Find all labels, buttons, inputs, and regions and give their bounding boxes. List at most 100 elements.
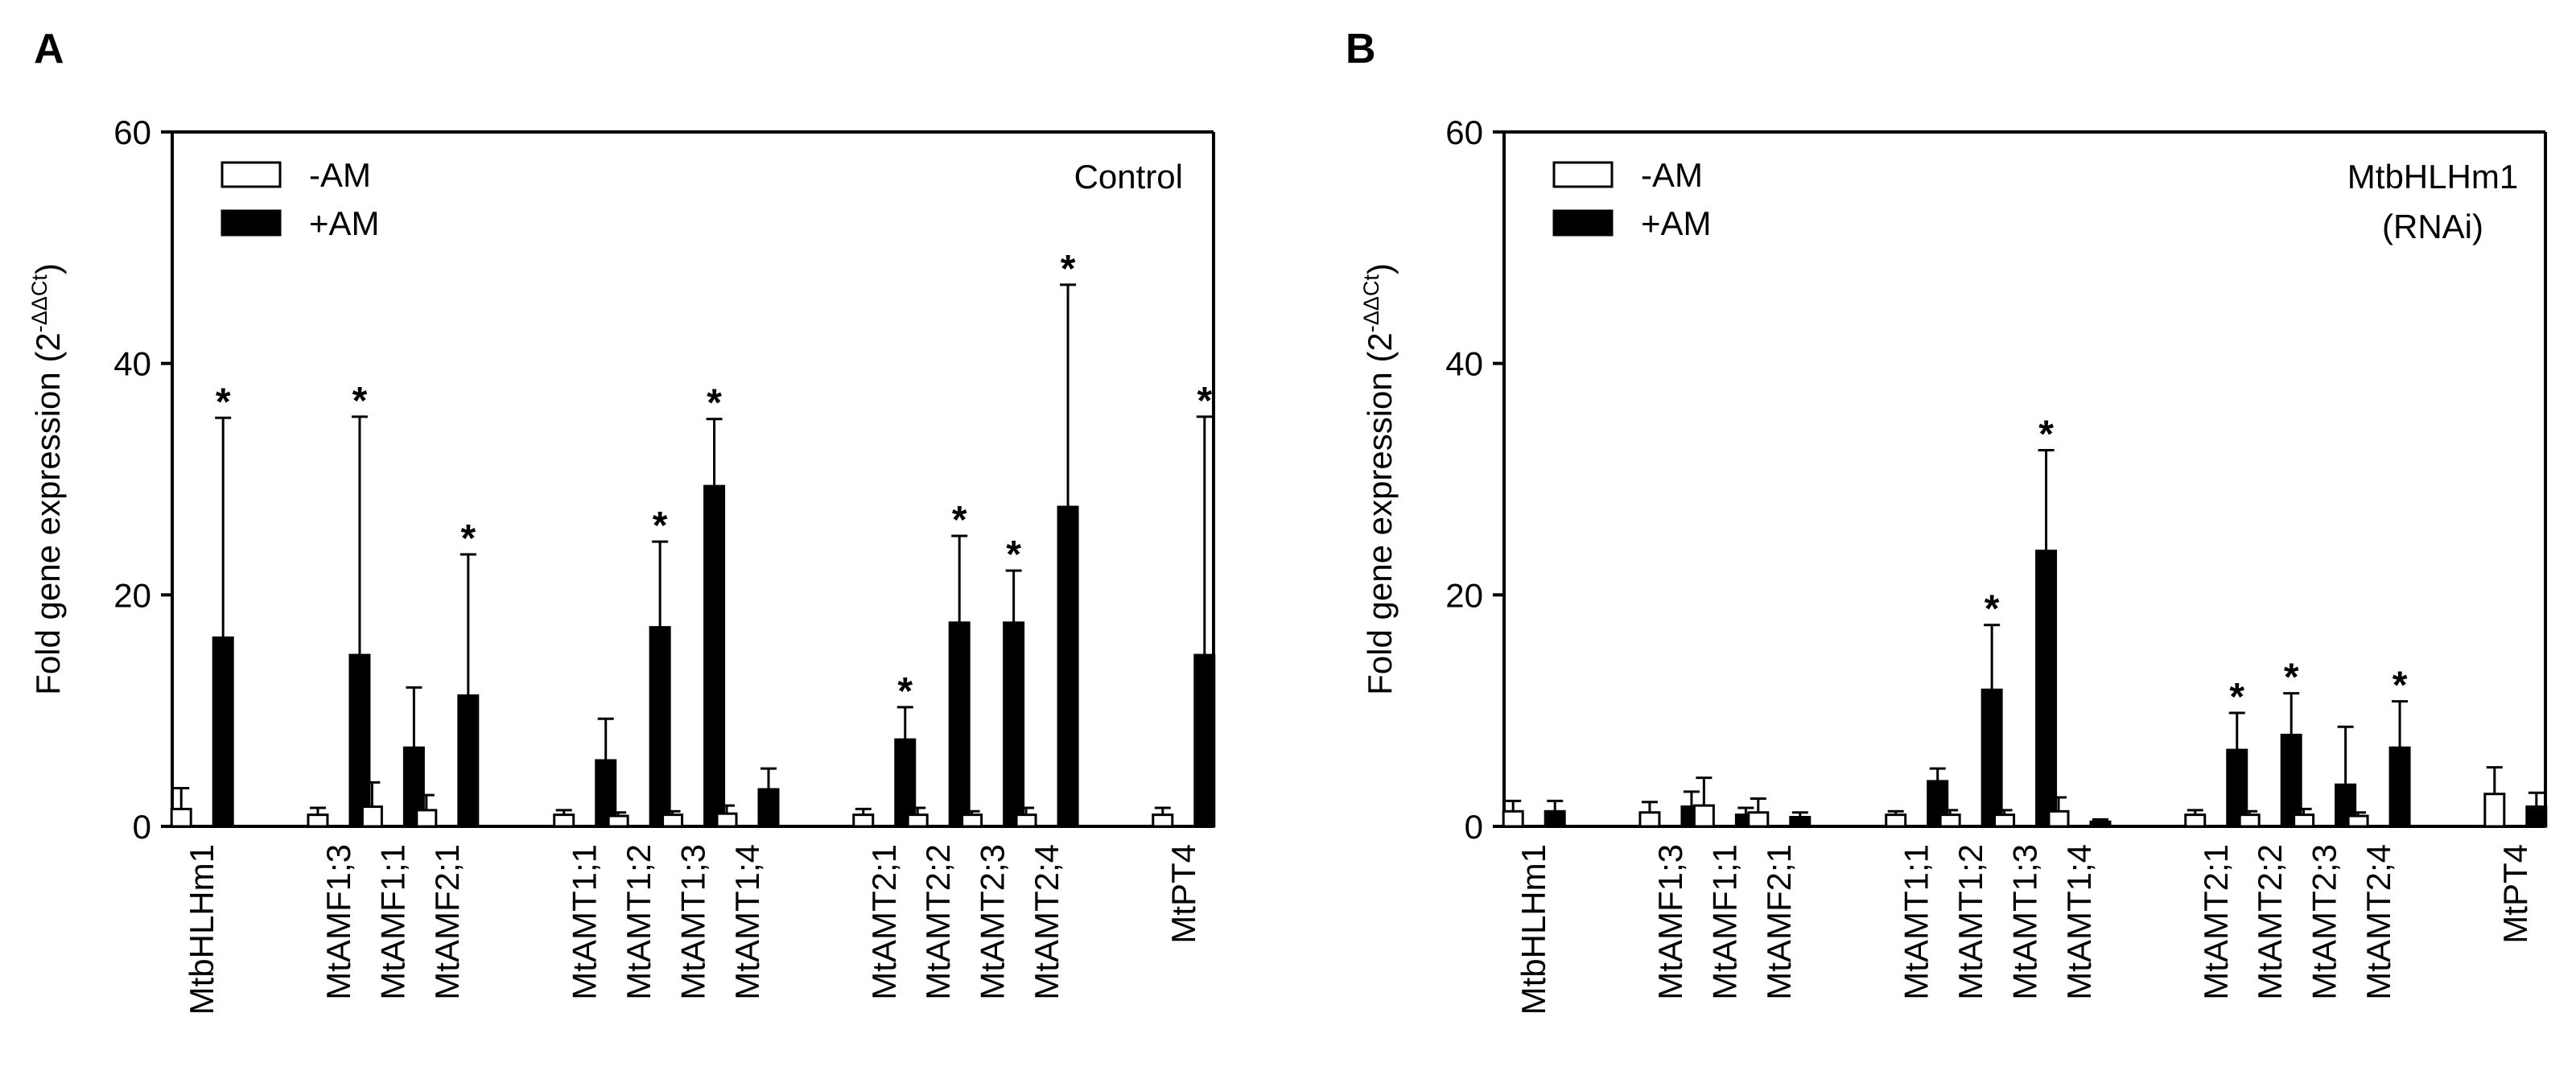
bar-plus-am (1193, 653, 1216, 828)
bar-minus-am (2184, 813, 2207, 828)
significance-star: * (216, 381, 231, 423)
bar-plus-am (348, 653, 371, 828)
x-tick-label: MtAMT1;2 (620, 844, 657, 1000)
chart-panel-A: A 0 20 40 60 Fold gene expression (2-ΔΔCt) -AM… (27, 26, 1216, 1015)
bar-minus-am (715, 812, 738, 828)
legend-swatch-minus-am (1552, 161, 1614, 188)
panel-annotation: MtbHLHm1 (2347, 158, 2518, 196)
significance-star: * (460, 517, 476, 560)
x-tick-label: MtAMT1;4 (728, 844, 766, 1000)
significance-star: * (952, 499, 967, 542)
bar-minus-am (2238, 813, 2261, 828)
bar-plus-am (2089, 820, 2112, 828)
x-tick-label: MtbHLHm1 (183, 844, 221, 1015)
y-axis-label: Fold gene expression (2-ΔΔCt) (1359, 263, 1399, 695)
significance-star: * (352, 380, 368, 422)
significance-star: * (1006, 533, 1021, 576)
bar-plus-am (457, 694, 480, 828)
significance-star: * (2393, 665, 2408, 707)
x-tick-label: MtAMT2;1 (865, 844, 903, 1000)
bar-minus-am (1015, 813, 1037, 828)
bar-plus-am (1980, 688, 2003, 828)
y-tick-label: 60 (1445, 113, 1483, 151)
bar-minus-am (2047, 809, 2070, 828)
x-tick-label: MtAMT2;3 (2306, 844, 2343, 1000)
bar-plus-am (703, 484, 726, 828)
x-tick-label: MtAMT1;1 (566, 844, 604, 1000)
panel-annotation: (RNAi) (2382, 208, 2483, 245)
bar-minus-am (415, 809, 438, 828)
y-tick-label: 40 (113, 345, 151, 383)
bar-plus-am (2035, 550, 2058, 828)
panel-annotation: Control (1074, 158, 1183, 196)
bar-plus-am (2388, 746, 2411, 828)
y-tick-label: 20 (1445, 576, 1483, 614)
bar-plus-am (1544, 809, 1566, 828)
bar-minus-am (607, 814, 629, 828)
x-tick-label: MtAMF1;1 (373, 844, 411, 1000)
x-tick-label: MtbHLHm1 (1515, 844, 1552, 1015)
bar-plus-am (757, 788, 780, 828)
bar-plus-am (649, 626, 671, 828)
x-tick-label: MtAMF1;1 (1705, 844, 1743, 1000)
legend-label: -AM (1641, 156, 1703, 194)
panel-letter: B (1346, 26, 1376, 72)
bar-minus-am (1993, 813, 2016, 828)
bar-minus-am (2483, 793, 2506, 828)
bar-minus-am (1692, 804, 1715, 828)
x-tick-label: MtAMF1;3 (319, 844, 357, 1000)
significance-star: * (1985, 588, 2000, 631)
significance-star: * (1197, 380, 1212, 422)
bar-minus-am (1747, 811, 1770, 828)
x-tick-label: MtAMT2;2 (2251, 844, 2289, 1000)
bar-plus-am (212, 636, 234, 828)
significance-star: * (653, 505, 668, 547)
significance-star: * (897, 670, 913, 713)
significance-star: * (707, 382, 722, 425)
bar-minus-am (1502, 809, 1524, 828)
legend-swatch-plus-am (1552, 209, 1614, 237)
bar-minus-am (1638, 811, 1661, 828)
x-tick-label: MtAMT1;2 (1952, 844, 1989, 1000)
y-tick-label: 20 (113, 576, 151, 614)
y-tick-label: 0 (1465, 808, 1483, 846)
bar-plus-am (1789, 815, 1811, 828)
legend-label: -AM (309, 156, 371, 194)
bar-plus-am (1057, 505, 1079, 828)
y-axis-label: Fold gene expression (2-ΔΔCt) (27, 263, 67, 695)
bar-plus-am (2280, 733, 2302, 828)
x-tick-label: MtAMT2;3 (974, 844, 1012, 1000)
significance-star: * (2229, 676, 2244, 719)
legend-label: +AM (309, 204, 380, 242)
bar-plus-am (2525, 805, 2548, 828)
bar-minus-am (2293, 813, 2315, 828)
bar-minus-am (961, 813, 983, 828)
bar-plus-am (894, 738, 917, 828)
bar-minus-am (170, 807, 192, 828)
bar-plus-am (2226, 748, 2248, 828)
bar-minus-am (852, 813, 875, 828)
chart-panel-B: B 0 20 40 60 Fold gene expression (2-ΔΔCt) -AM… (1346, 26, 2548, 1015)
bar-minus-am (662, 813, 684, 828)
bar-plus-am (1003, 621, 1025, 828)
x-tick-label: MtPT4 (1164, 844, 1202, 944)
y-tick-label: 40 (1445, 345, 1483, 383)
x-tick-label: MtAMT2;4 (1028, 844, 1065, 1000)
significance-star: * (2038, 414, 2054, 456)
bar-minus-am (1152, 813, 1174, 828)
bar-minus-am (553, 813, 575, 828)
y-tick-label: 60 (113, 113, 151, 151)
bar-minus-am (2347, 814, 2369, 828)
legend-swatch-plus-am (221, 209, 282, 237)
x-tick-label: MtAMT2;2 (919, 844, 957, 1000)
x-tick-label: MtAMT2;1 (2197, 844, 2235, 1000)
bar-minus-am (1885, 813, 1907, 828)
x-tick-label: MtAMF1;3 (1651, 844, 1689, 1000)
bar-minus-am (1939, 813, 1961, 828)
legend-label: +AM (1641, 204, 1712, 242)
x-tick-label: MtAMT1;3 (674, 844, 712, 1000)
significance-star: * (2284, 657, 2299, 699)
x-tick-label: MtAMT1;3 (2006, 844, 2044, 1000)
x-tick-label: MtAMT1;4 (2060, 844, 2098, 1000)
